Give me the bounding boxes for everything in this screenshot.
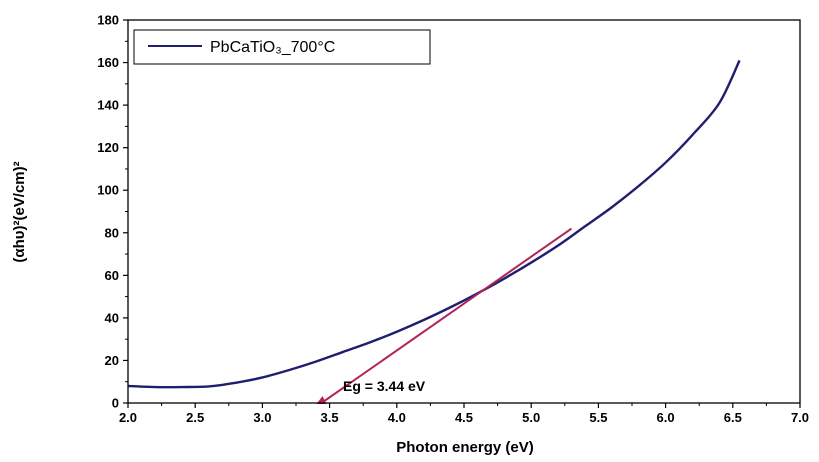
- legend-box: [133, 29, 431, 65]
- x-tick-label: 6.5: [724, 410, 742, 425]
- y-tick-label: 120: [97, 140, 119, 155]
- x-tick-label: 3.0: [253, 410, 271, 425]
- x-tick-label: 2.0: [119, 410, 137, 425]
- x-tick-label: 3.5: [321, 410, 339, 425]
- x-axis-title: Photon energy (eV): [396, 439, 534, 456]
- intercept-arrow-icon: [316, 396, 327, 404]
- x-tick-label: 7.0: [791, 410, 809, 425]
- y-tick-label: 40: [105, 310, 119, 325]
- x-tick-label: 4.5: [455, 410, 473, 425]
- y-axis-title: (αhυ)²(eV/cm)²: [11, 161, 28, 262]
- x-tick-label: 6.0: [657, 410, 675, 425]
- tangent-fit-line: [320, 227, 573, 404]
- y-tick-label: 80: [105, 225, 119, 240]
- y-tick-label: 60: [105, 268, 119, 283]
- y-tick-label: 20: [105, 353, 119, 368]
- x-tick-label: 5.5: [589, 410, 607, 425]
- series-line: [127, 59, 741, 389]
- annotation-eg: Eg = 3.44 eV: [343, 378, 426, 394]
- plot-frame: [127, 19, 801, 404]
- y-tick-label: 160: [97, 55, 119, 70]
- y-tick-label: 0: [112, 396, 119, 411]
- legend: PbCaTiO₃_700°C: [133, 29, 431, 65]
- y-tick-label: 140: [97, 98, 119, 113]
- x-tick-label: 5.0: [522, 410, 540, 425]
- y-tick-label: 100: [97, 183, 119, 198]
- x-tick-label: 4.0: [388, 410, 406, 425]
- y-tick-label: 180: [97, 13, 119, 28]
- x-tick-label: 2.5: [186, 410, 204, 425]
- legend-label: PbCaTiO₃_700°C: [210, 39, 335, 56]
